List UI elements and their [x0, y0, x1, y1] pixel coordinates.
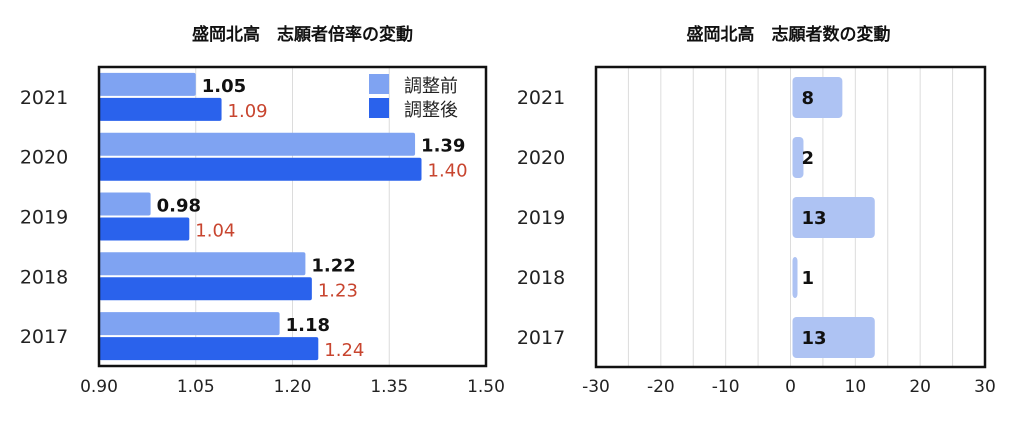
plot-frame [97, 65, 488, 368]
x-tick-label: 0 [785, 377, 796, 397]
data-label: 8 [802, 88, 815, 109]
y-tick-label: 2017 [517, 327, 565, 349]
x-tick-label: -10 [712, 377, 740, 397]
legend-label: 調整前 [404, 76, 458, 97]
bar [792, 77, 843, 118]
plot-frame [594, 65, 987, 369]
y-tick-label: 2018 [517, 267, 565, 289]
bar [792, 317, 875, 358]
x-tick-label: 1.05 [177, 377, 215, 397]
bar-after [99, 337, 319, 361]
data-label: 0.98 [157, 196, 201, 217]
data-label: 1.40 [428, 161, 468, 182]
y-tick-label: 2020 [20, 147, 68, 169]
data-label: 1.23 [318, 280, 358, 301]
data-label: 1.18 [286, 315, 330, 336]
data-label: 13 [802, 328, 827, 349]
bar [792, 197, 875, 238]
y-tick-label: 2018 [20, 266, 68, 288]
bar-after [99, 97, 222, 121]
bar-after [99, 217, 190, 241]
bar-before [99, 252, 306, 276]
legend-label: 調整後 [404, 100, 458, 121]
data-label: 1.24 [324, 340, 364, 361]
legend-swatch [369, 98, 389, 118]
y-tick-label: 2017 [20, 326, 68, 348]
bar-after [99, 277, 312, 301]
y-tick-label: 2020 [517, 147, 565, 169]
x-tick-label: 1.35 [370, 377, 408, 397]
bar-after [99, 157, 422, 181]
x-tick-label: 30 [974, 377, 996, 397]
data-label: 13 [802, 208, 827, 229]
bar [792, 137, 804, 178]
data-label: 1 [802, 268, 815, 289]
legend-swatch [369, 74, 389, 94]
y-tick-label: 2021 [20, 87, 68, 109]
x-tick-label: 0.90 [80, 377, 118, 397]
bar-before [99, 312, 280, 336]
x-tick-label: -30 [582, 377, 610, 397]
bar-before [99, 72, 196, 96]
data-label: 2 [802, 148, 815, 169]
x-tick-label: 1.50 [467, 377, 505, 397]
data-label: 1.05 [202, 76, 246, 97]
bar-before [99, 192, 151, 216]
data-label: 1.09 [228, 101, 268, 122]
y-tick-label: 2021 [517, 87, 565, 109]
bar [792, 257, 798, 298]
data-label: 1.04 [195, 221, 235, 242]
x-tick-label: -20 [647, 377, 675, 397]
x-tick-label: 20 [909, 377, 931, 397]
x-tick-label: 1.20 [274, 377, 312, 397]
data-label: 1.39 [421, 136, 465, 157]
bar-before [99, 132, 416, 156]
data-label: 1.22 [311, 255, 355, 276]
y-tick-label: 2019 [517, 207, 565, 229]
x-tick-label: 10 [845, 377, 867, 397]
chart-title: 盛岡北高 志願者倍率の変動 [192, 24, 413, 45]
y-tick-label: 2019 [20, 207, 68, 229]
chart-title: 盛岡北高 志願者数の変動 [687, 24, 891, 45]
